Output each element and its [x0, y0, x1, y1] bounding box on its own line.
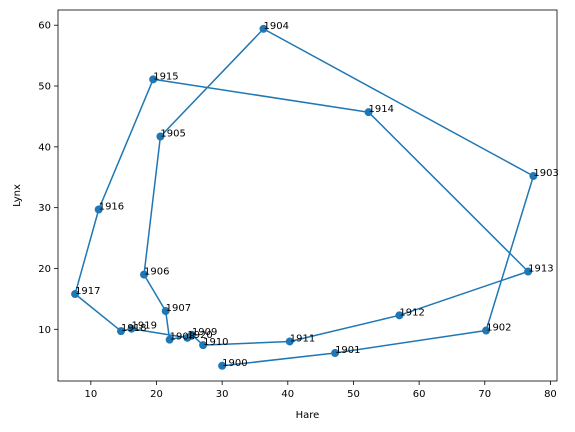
y-tick-label: 50 — [38, 82, 51, 93]
point-label-1912: 1912 — [399, 307, 424, 318]
x-axis-label: Hare — [296, 410, 320, 421]
y-tick-label: 10 — [38, 325, 51, 336]
data-point-1911 — [285, 337, 294, 346]
data-point-1908 — [165, 335, 174, 344]
point-label-1902: 1902 — [486, 323, 511, 334]
x-tick-label: 30 — [216, 389, 229, 400]
point-label-1901: 1901 — [335, 345, 360, 356]
x-tick-label: 70 — [478, 389, 491, 400]
data-point-1902 — [482, 326, 491, 335]
x-tick-label: 40 — [281, 389, 294, 400]
point-label-1915: 1915 — [153, 71, 178, 82]
point-label-1920: 1920 — [187, 330, 212, 341]
data-point-1907 — [161, 307, 170, 316]
y-axis-label: Lynx — [12, 184, 23, 207]
y-axis: 10 20 30 40 50 60 — [38, 21, 58, 336]
data-point-1914 — [364, 108, 373, 117]
plot-area — [58, 10, 557, 381]
point-label-1914: 1914 — [369, 104, 394, 115]
x-tick-label: 10 — [84, 389, 97, 400]
x-axis: 10 20 30 40 50 60 70 80 — [84, 381, 557, 400]
point-label-1910: 1910 — [203, 337, 228, 348]
series-layer — [71, 24, 538, 370]
point-labels: 1900 1901 1902 1903 1904 1905 1906 1907 19081909… — [75, 21, 559, 369]
data-point-1912 — [395, 311, 404, 320]
data-point-1916 — [94, 205, 103, 214]
point-label-1907: 1907 — [166, 303, 191, 314]
x-tick-label: 50 — [347, 389, 360, 400]
data-point-1918 — [117, 327, 126, 336]
data-point-1915 — [149, 75, 158, 84]
data-point-1903 — [529, 172, 538, 181]
point-label-1911: 1911 — [290, 333, 315, 344]
y-tick-label: 60 — [38, 21, 51, 32]
point-label-1904: 1904 — [264, 21, 289, 32]
point-label-1916: 1916 — [99, 201, 124, 212]
point-label-1913: 1913 — [528, 264, 553, 275]
y-tick-label: 30 — [38, 203, 51, 214]
point-label-1917: 1917 — [75, 286, 100, 297]
x-tick-label: 80 — [544, 389, 557, 400]
data-point-1904 — [259, 24, 268, 33]
data-point-1910 — [199, 341, 208, 350]
point-label-1919: 1919 — [132, 321, 157, 332]
point-label-1905: 1905 — [160, 129, 185, 140]
point-label-1900: 1900 — [222, 358, 247, 369]
point-label-1918: 1918 — [121, 323, 146, 334]
plot-frame — [57, 9, 558, 382]
x-tick-label: 60 — [413, 389, 426, 400]
data-point-1900 — [218, 361, 227, 370]
data-point-1905 — [156, 132, 165, 141]
data-point-1906 — [140, 270, 149, 279]
point-label-1909: 1909 — [192, 327, 217, 338]
data-point-1913 — [524, 267, 533, 276]
data-point-1917 — [71, 290, 80, 299]
data-point-1901 — [331, 349, 340, 358]
point-label-1906: 1906 — [144, 267, 169, 278]
x-tick-label: 20 — [150, 389, 163, 400]
data-point-1919 — [127, 324, 136, 333]
data-point-1920 — [183, 333, 192, 342]
y-tick-label: 20 — [38, 264, 51, 275]
point-label-1903: 1903 — [533, 168, 558, 179]
point-label-1908: 1908 — [170, 332, 195, 343]
y-tick-label: 40 — [38, 142, 51, 153]
